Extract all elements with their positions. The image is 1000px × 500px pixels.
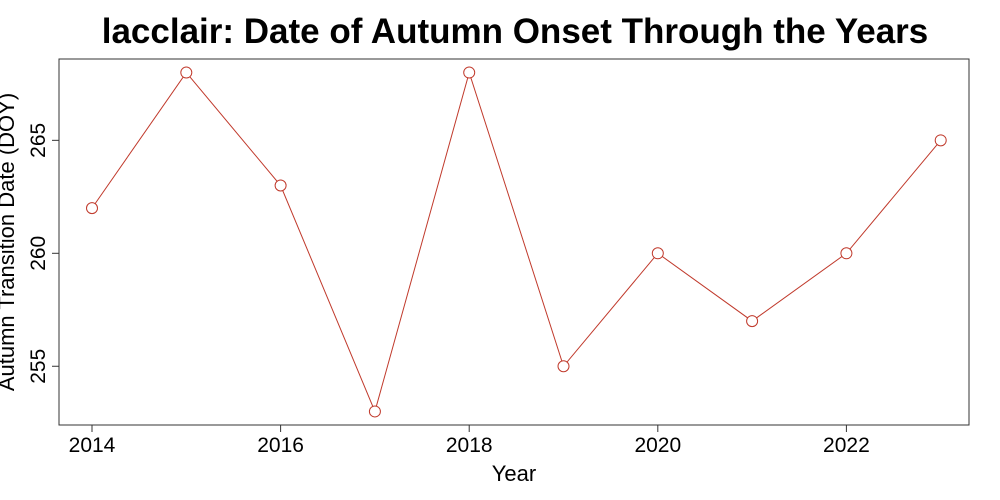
data-point — [840, 247, 853, 260]
data-point — [180, 66, 193, 79]
y-tick-label: 255 — [27, 349, 50, 384]
x-tick-label: 2018 — [446, 434, 493, 457]
data-point — [463, 66, 476, 79]
y-tick-label: 260 — [27, 236, 50, 271]
data-point — [86, 202, 99, 215]
data-point — [557, 360, 570, 373]
chart-title: lacclair: Date of Autumn Onset Through t… — [102, 12, 929, 51]
y-tick-label: 265 — [27, 123, 50, 158]
y-axis: 255 260 265 — [27, 123, 59, 384]
x-tick-label: 2014 — [69, 434, 116, 457]
plot-frame — [58, 58, 970, 426]
x-axis: 2014 2016 2018 2020 2022 — [69, 425, 870, 457]
data-point — [746, 315, 759, 328]
data-point — [368, 405, 381, 418]
y-axis-label: Autumn Transition Date (DOY) — [0, 93, 19, 391]
x-axis-label: Year — [492, 461, 536, 486]
data-point — [934, 134, 947, 147]
x-tick-label: 2016 — [257, 434, 304, 457]
x-tick-label: 2022 — [823, 434, 870, 457]
data-point — [274, 179, 287, 192]
data-point — [651, 247, 664, 260]
series-layer — [86, 66, 947, 418]
x-tick-label: 2020 — [634, 434, 681, 457]
series-line — [91, 70, 942, 413]
